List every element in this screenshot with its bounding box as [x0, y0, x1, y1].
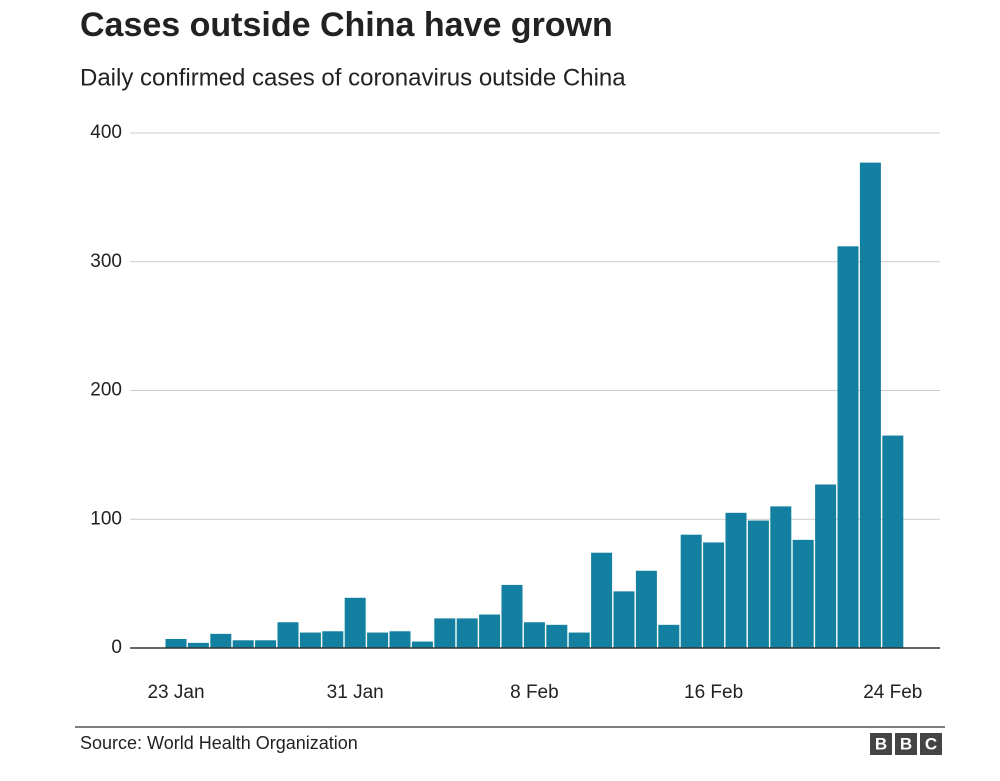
logo-letter: B	[900, 734, 912, 753]
bar	[747, 520, 769, 648]
y-tick-label: 400	[90, 122, 122, 143]
bar	[523, 622, 545, 648]
bar	[434, 618, 456, 648]
bar	[635, 570, 657, 648]
x-tick-label: 24 Feb	[863, 682, 922, 703]
bar	[344, 597, 366, 648]
x-tick-label: 31 Jan	[327, 682, 384, 703]
y-tick-label: 0	[111, 637, 122, 658]
bar	[815, 484, 837, 648]
bar	[456, 618, 478, 648]
bar	[479, 614, 501, 648]
bar	[680, 534, 702, 648]
bar	[770, 506, 792, 648]
y-tick-label: 300	[90, 251, 122, 272]
bar	[299, 632, 321, 648]
bar	[568, 632, 590, 648]
bar	[613, 591, 635, 648]
bar	[792, 539, 814, 648]
source: Source: World Health Organization	[80, 733, 358, 753]
bar	[546, 624, 568, 648]
bar	[591, 552, 613, 648]
bar	[277, 622, 299, 648]
bar	[187, 642, 209, 648]
bar	[658, 624, 680, 648]
bar	[165, 638, 187, 648]
y-tick-label: 100	[90, 508, 122, 529]
bar	[859, 162, 881, 649]
bar	[882, 435, 904, 648]
logo-box	[920, 733, 942, 755]
bar	[232, 640, 254, 648]
x-tick-label: 16 Feb	[684, 682, 743, 703]
chart-title: Cases outside China have grown	[80, 6, 613, 44]
bar	[322, 631, 344, 648]
logo: B B C	[870, 733, 942, 755]
bar	[411, 641, 433, 648]
bar	[703, 542, 725, 648]
bar	[210, 633, 232, 648]
bar	[367, 632, 389, 648]
bar	[389, 631, 411, 648]
bar	[501, 584, 523, 648]
chart-subtitle: Daily confirmed cases of coronavirus out…	[80, 64, 626, 91]
y-tick-label: 200	[90, 380, 122, 401]
x-tick-label: 8 Feb	[510, 682, 559, 703]
logo-letter: B	[875, 734, 887, 753]
x-tick-label: 23 Jan	[147, 682, 204, 703]
logo-box	[895, 733, 917, 755]
logo-box	[870, 733, 892, 755]
bar	[255, 640, 277, 648]
bar	[837, 246, 859, 649]
logo-letter: C	[925, 734, 937, 753]
bar	[725, 512, 747, 648]
